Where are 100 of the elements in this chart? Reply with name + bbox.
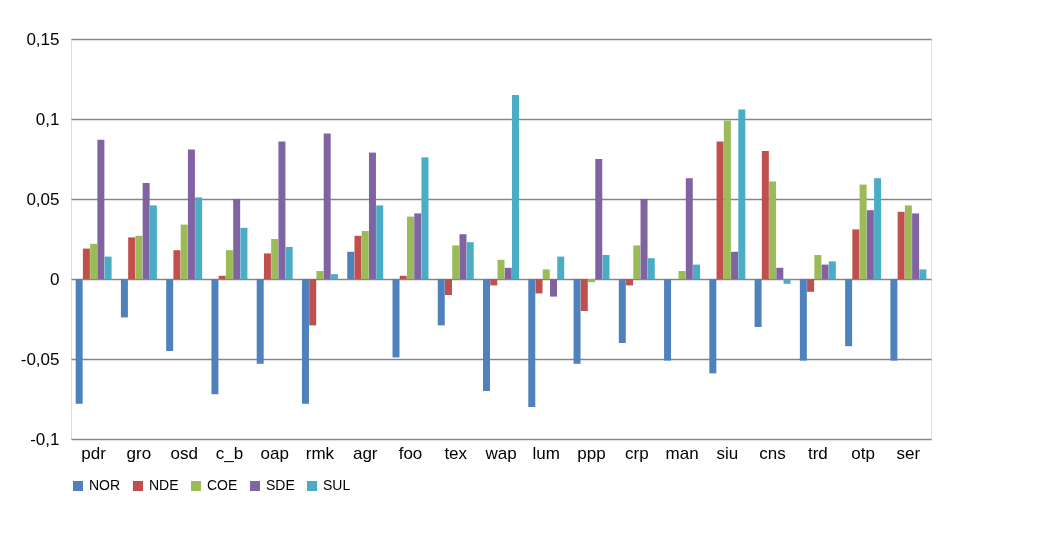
bar xyxy=(602,255,610,279)
y-tick-label: -0,05 xyxy=(20,349,60,369)
bar xyxy=(421,157,429,279)
bar xyxy=(271,239,279,279)
legend-label: NOR xyxy=(89,477,121,493)
bar xyxy=(444,279,452,295)
bar xyxy=(376,205,384,279)
bar xyxy=(828,261,836,279)
bar xyxy=(647,258,655,279)
bar xyxy=(709,279,717,374)
bar xyxy=(542,269,550,279)
bar xyxy=(128,237,136,279)
bar xyxy=(120,279,128,318)
bar xyxy=(550,279,558,297)
bar xyxy=(874,178,882,279)
y-tick-label: 0,15 xyxy=(26,29,60,49)
bar xyxy=(799,279,807,361)
bar xyxy=(769,181,777,279)
bar xyxy=(180,224,188,279)
bar xyxy=(904,205,912,279)
bar xyxy=(776,267,784,279)
bar xyxy=(75,279,83,404)
x-tick-label: otp xyxy=(851,443,875,463)
bar xyxy=(919,269,927,279)
bar xyxy=(173,250,181,279)
bar xyxy=(166,279,174,351)
legend-label: NDE xyxy=(149,477,179,493)
bar xyxy=(783,279,791,284)
legend-label: COE xyxy=(207,477,238,493)
x-tick-label: tex xyxy=(444,443,468,463)
bar xyxy=(557,256,565,279)
x-tick-label: siu xyxy=(716,443,739,463)
bar xyxy=(814,255,822,279)
bar xyxy=(490,279,498,286)
bar xyxy=(678,271,686,279)
bar xyxy=(263,253,271,279)
x-tick-label: oap xyxy=(260,443,289,463)
bar xyxy=(330,274,338,279)
x-tick-label: trd xyxy=(807,443,828,463)
bar xyxy=(97,139,105,279)
legend-label: SDE xyxy=(266,477,295,493)
bar xyxy=(466,242,474,279)
x-tick-label: wap xyxy=(484,443,517,463)
x-tick-label: man xyxy=(665,443,699,463)
bar xyxy=(392,279,400,358)
bar xyxy=(347,251,355,279)
bar xyxy=(897,211,905,279)
bar xyxy=(90,243,98,279)
bar xyxy=(316,271,324,279)
bar xyxy=(716,141,724,279)
bar xyxy=(285,247,293,279)
bar xyxy=(368,152,376,279)
x-tick-label: c_b xyxy=(215,443,244,463)
bar xyxy=(852,229,860,279)
x-tick-label: gro xyxy=(126,443,152,463)
bar xyxy=(845,279,853,347)
bar xyxy=(354,235,362,279)
x-tick-label: ppp xyxy=(577,443,606,463)
bar xyxy=(452,245,460,279)
bar xyxy=(573,279,581,364)
bar xyxy=(761,151,769,279)
bar xyxy=(588,279,596,283)
bar xyxy=(685,178,693,279)
bar xyxy=(640,199,648,279)
bar xyxy=(142,183,150,279)
bar xyxy=(595,159,603,279)
bar xyxy=(821,264,829,279)
bar xyxy=(483,279,491,391)
bar xyxy=(240,227,248,279)
bar xyxy=(693,264,701,279)
bar xyxy=(414,213,422,279)
bar xyxy=(459,234,467,279)
x-tick-label: osd xyxy=(170,443,198,463)
bar xyxy=(890,279,898,361)
bar xyxy=(912,213,920,279)
bar xyxy=(187,149,195,279)
legend-label: SUL xyxy=(323,477,351,493)
bar xyxy=(504,267,512,279)
bar xyxy=(149,205,157,279)
x-tick-label: rmk xyxy=(305,443,335,463)
y-tick-label: -0,1 xyxy=(30,429,60,449)
x-tick-label: lum xyxy=(532,443,560,463)
bar xyxy=(754,279,762,327)
bar xyxy=(406,216,414,279)
bar xyxy=(723,120,731,279)
bar xyxy=(135,235,143,279)
bar xyxy=(104,256,112,279)
y-tick-label: 0 xyxy=(50,269,60,289)
x-tick-label: foo xyxy=(398,443,423,463)
y-tick-label: 0,05 xyxy=(26,189,60,209)
x-tick-label: crp xyxy=(624,443,649,463)
bar xyxy=(859,184,867,279)
bar xyxy=(82,248,90,279)
bar xyxy=(618,279,626,343)
bar xyxy=(399,275,407,279)
bar xyxy=(511,95,519,279)
bar xyxy=(497,259,505,279)
bar xyxy=(211,279,219,395)
bar xyxy=(361,231,369,279)
bar xyxy=(664,279,672,361)
